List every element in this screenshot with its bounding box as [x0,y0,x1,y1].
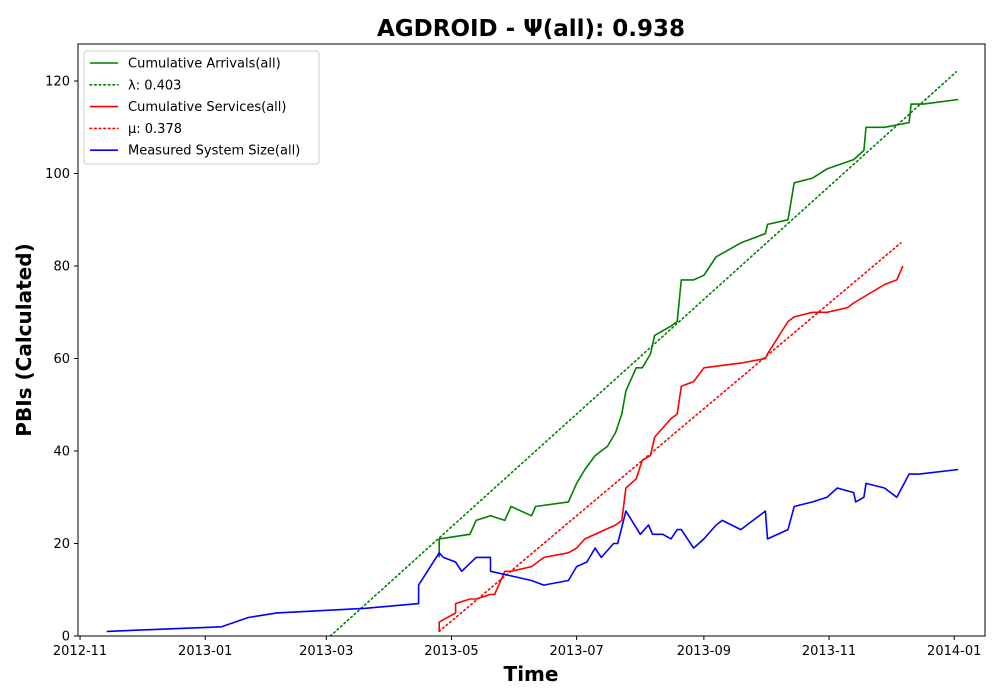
axes-frame [77,43,986,637]
legend-box [83,50,320,165]
y-tick-label: 0 [62,630,70,645]
legend-label: λ: 0.403 [128,78,181,93]
x-tick-label: 2013-09 [677,644,731,659]
series-line-3 [438,265,904,632]
series-line-1 [438,98,959,558]
x-tick-label: 2013-01 [178,644,232,659]
legend-label: Cumulative Arrivals(all) [128,57,281,72]
x-tick-label: 2014-01 [927,644,981,659]
x-tick-label: 2013-07 [549,644,603,659]
x-axis: 2012-11 2013-01 2013-03 2013-05 2013-07 2013-… [53,636,981,659]
x-tick-label: 2013-05 [424,644,478,659]
y-tick-label: 40 [53,445,70,460]
y-tick-label: 80 [53,260,70,275]
y-axis-label: PBIs (Calculated) [12,243,36,436]
series-line-4 [438,242,902,633]
series-line-2 [329,71,958,636]
chart-title: AGDROID - Ψ(all): 0.938 [377,16,685,42]
legend-label: Cumulative Services(all) [128,100,286,115]
y-tick-label: 100 [45,167,70,182]
x-tick-label: 2013-03 [299,644,353,659]
x-axis-label: Time [504,662,559,686]
legend: Cumulative Arrivals(all) λ: 0.403 Cumulati… [83,50,320,165]
series-line-5 [106,468,959,633]
legend-label: Measured System Size(all) [128,144,300,159]
y-axis: 0 20 40 60 80 100 120 [45,75,78,645]
y-tick-label: 60 [53,352,70,367]
x-tick-label: 2012-11 [53,644,107,659]
y-tick-label: 120 [45,75,70,90]
y-tick-label: 20 [53,537,70,552]
legend-label: μ: 0.378 [128,122,182,137]
x-tick-label: 2013-11 [802,644,856,659]
series-layer [106,71,959,636]
